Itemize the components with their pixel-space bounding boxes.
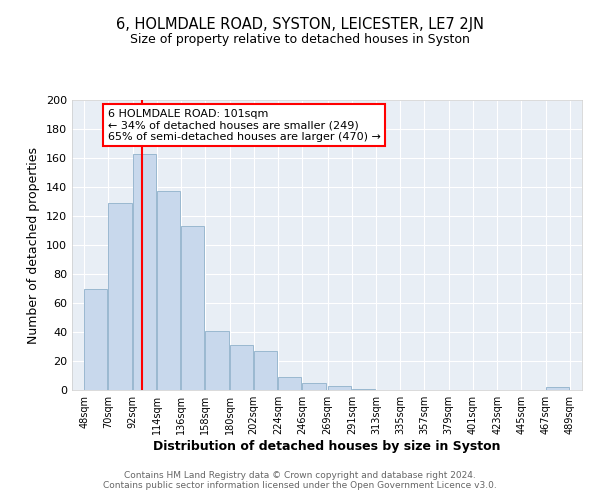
Bar	[352, 388, 375, 390]
Bar	[205, 330, 229, 390]
Bar	[109, 203, 132, 390]
Bar	[157, 192, 180, 390]
Bar	[181, 226, 205, 390]
Bar	[230, 345, 253, 390]
Bar	[278, 377, 301, 390]
Bar	[545, 387, 569, 390]
Text: Contains public sector information licensed under the Open Government Licence v3: Contains public sector information licen…	[103, 480, 497, 490]
Text: 6 HOLMDALE ROAD: 101sqm
← 34% of detached houses are smaller (249)
65% of semi-d: 6 HOLMDALE ROAD: 101sqm ← 34% of detache…	[108, 108, 380, 142]
Text: Size of property relative to detached houses in Syston: Size of property relative to detached ho…	[130, 32, 470, 46]
Text: Contains HM Land Registry data © Crown copyright and database right 2024.: Contains HM Land Registry data © Crown c…	[124, 470, 476, 480]
Bar	[328, 386, 351, 390]
Bar	[302, 383, 326, 390]
Bar	[84, 288, 107, 390]
Y-axis label: Number of detached properties: Number of detached properties	[28, 146, 40, 344]
Text: 6, HOLMDALE ROAD, SYSTON, LEICESTER, LE7 2JN: 6, HOLMDALE ROAD, SYSTON, LEICESTER, LE7…	[116, 18, 484, 32]
Bar	[133, 154, 156, 390]
Bar	[254, 351, 277, 390]
X-axis label: Distribution of detached houses by size in Syston: Distribution of detached houses by size …	[153, 440, 501, 453]
